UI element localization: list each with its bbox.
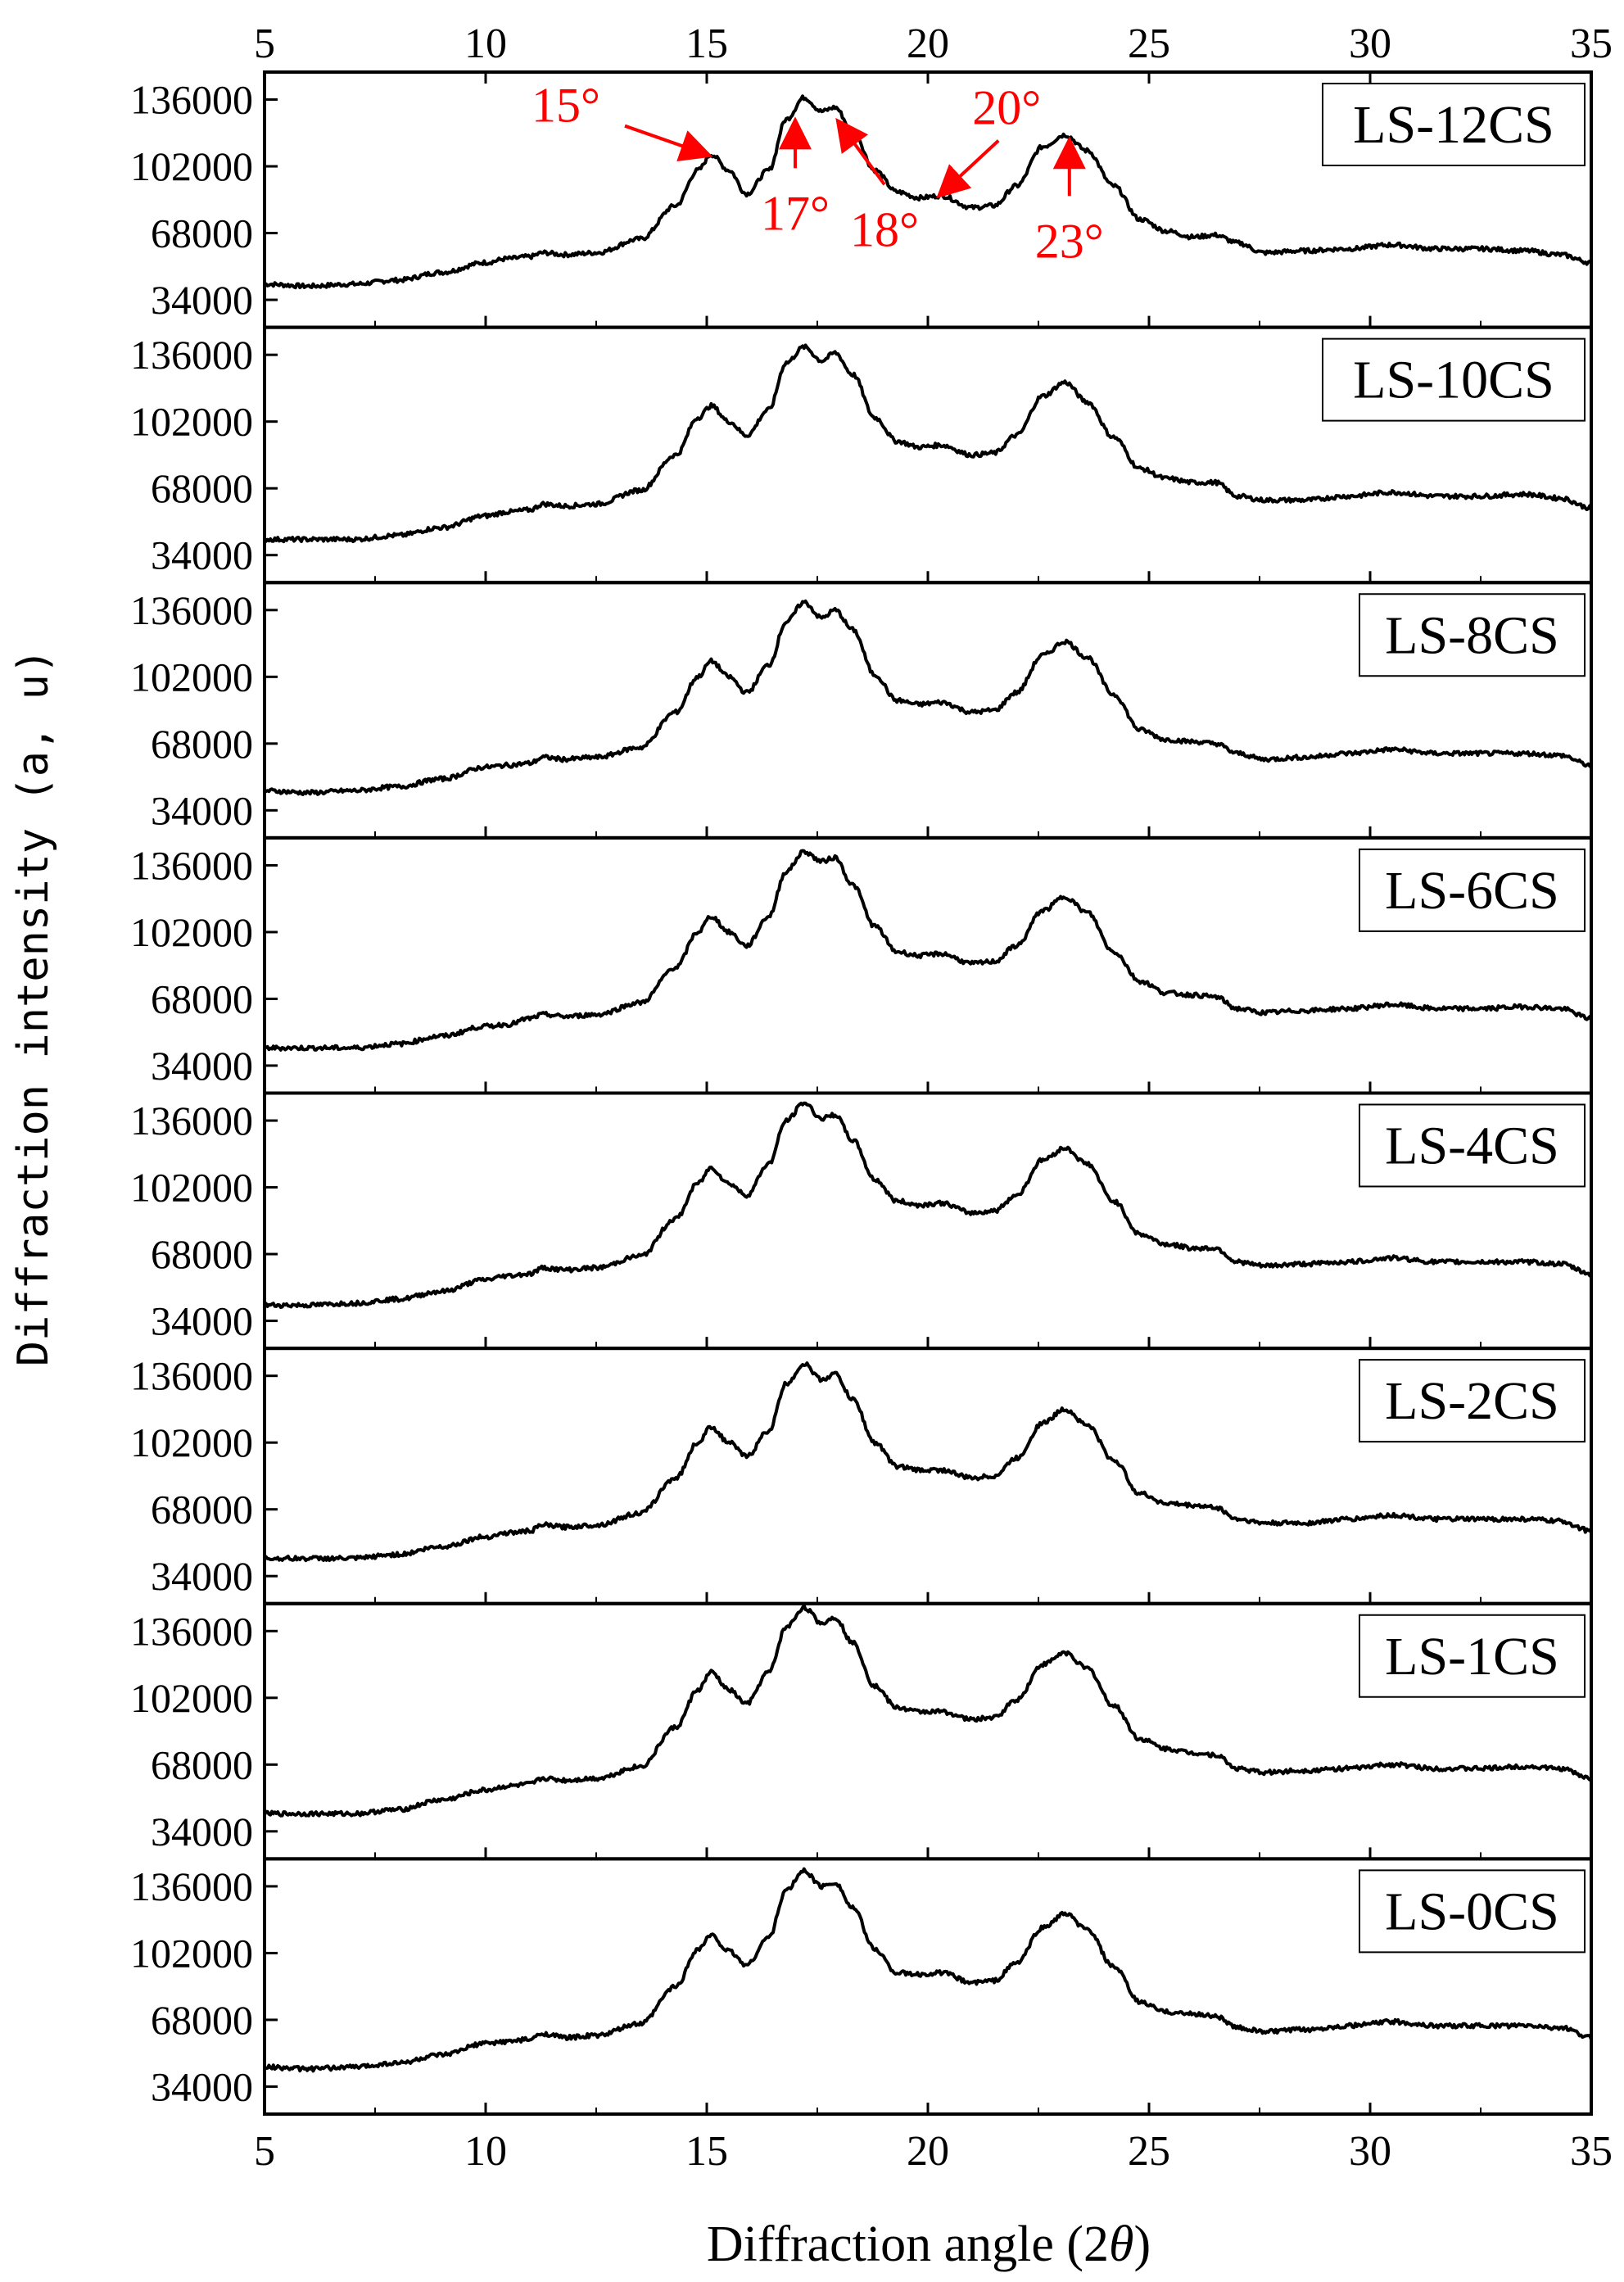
x-axis-label: Diffraction angle (2θ) bbox=[707, 2216, 1151, 2272]
legend-box bbox=[1359, 1103, 1586, 1188]
y-tick-label: 136000 bbox=[130, 1608, 253, 1654]
series-line-ls-2cs bbox=[263, 1361, 1593, 1563]
x-top-tick-label: 5 bbox=[254, 20, 275, 67]
y-tick-label: 68000 bbox=[151, 1997, 253, 2043]
y-tick-label: 136000 bbox=[130, 332, 253, 378]
legend-box bbox=[1322, 83, 1586, 166]
x-axis-label-prefix: Diffraction angle (2 bbox=[707, 2216, 1109, 2272]
axes-layer: 5 5 10 10 15 15 20 20 25 25 30 30 35 35 bbox=[254, 20, 1613, 2175]
y-tick-label: 136000 bbox=[130, 842, 253, 888]
y-tick-label: 34000 bbox=[151, 277, 253, 323]
legend-label: LS-10CS bbox=[1353, 351, 1554, 410]
panel-ls-6cs: 34000 68000 102000 136000 LS-6CS bbox=[130, 835, 1593, 1095]
series-line-ls-12cs bbox=[264, 94, 1592, 290]
x-top-tick-label: 25 bbox=[1128, 20, 1170, 67]
y-tick-label: 68000 bbox=[151, 976, 253, 1021]
x-top-tick-label: 30 bbox=[1349, 20, 1391, 67]
annotation-label: 20° bbox=[972, 81, 1041, 135]
x-top-tick-label: 20 bbox=[907, 20, 949, 67]
panel-ls-4cs: 34000 68000 102000 136000 LS-4CS bbox=[130, 1091, 1593, 1351]
x-bottom-tick-label: 35 bbox=[1570, 2128, 1613, 2175]
panel-ls-2cs: 34000 68000 102000 136000 LS-2CS bbox=[130, 1347, 1593, 1605]
x-top-tick-label: 35 bbox=[1570, 20, 1613, 67]
legend-label: LS-12CS bbox=[1353, 95, 1554, 155]
legend-box bbox=[1359, 1614, 1586, 1698]
x-axis-label-suffix: ) bbox=[1134, 2216, 1151, 2272]
x-bottom-tick-label: 25 bbox=[1128, 2128, 1170, 2175]
y-tick-label: 68000 bbox=[151, 1741, 253, 1787]
y-tick-label: 68000 bbox=[151, 1487, 253, 1533]
annotation-label: 15° bbox=[532, 79, 600, 133]
legend-box bbox=[1359, 1359, 1586, 1443]
y-tick-label: 102000 bbox=[130, 1675, 253, 1721]
y-tick-label: 136000 bbox=[130, 77, 253, 123]
y-tick-label: 34000 bbox=[151, 532, 253, 578]
annotation-arrow bbox=[835, 117, 886, 186]
y-tick-label: 34000 bbox=[151, 1298, 253, 1344]
panel-ls-1cs: 34000 68000 102000 136000 LS-1CS bbox=[130, 1601, 1593, 1861]
y-tick-label: 34000 bbox=[151, 2063, 253, 2109]
y-tick-label: 136000 bbox=[130, 587, 253, 633]
legend-box bbox=[1359, 1869, 1586, 1954]
x-axis-label-symbol: θ bbox=[1109, 2216, 1133, 2272]
annotation-label: 18° bbox=[850, 202, 919, 256]
legend-label: LS-0CS bbox=[1385, 1881, 1559, 1941]
series-line-ls-6cs bbox=[263, 849, 1593, 1052]
y-tick-label: 102000 bbox=[130, 654, 253, 700]
annotation-label: 23° bbox=[1035, 214, 1104, 268]
y-tick-label: 102000 bbox=[130, 1930, 253, 1976]
x-top-tick-label: 15 bbox=[685, 20, 728, 67]
legend-box bbox=[1322, 337, 1586, 422]
annotation-arrow bbox=[936, 139, 1000, 199]
x-bottom-tick-label: 15 bbox=[685, 2128, 728, 2175]
annotations-layer: 15° 17° 18° 20° 23° bbox=[532, 79, 1104, 269]
legend-box bbox=[1359, 848, 1586, 932]
y-tick-label: 102000 bbox=[130, 909, 253, 955]
panels-layer: 34000 68000 102000 136000 LS-12CS 34000 68000 1… bbox=[130, 70, 1593, 2116]
x-bottom-tick-label: 30 bbox=[1349, 2128, 1391, 2175]
legend-label: LS-4CS bbox=[1385, 1116, 1559, 1176]
panel-ls-8cs: 34000 68000 102000 136000 LS-8CS bbox=[130, 581, 1593, 840]
y-tick-label: 136000 bbox=[130, 1098, 253, 1143]
y-tick-label: 136000 bbox=[130, 1863, 253, 1909]
y-tick-label: 34000 bbox=[151, 1553, 253, 1599]
y-tick-label: 68000 bbox=[151, 211, 253, 256]
x-top-tick-label: 10 bbox=[464, 20, 507, 67]
y-tick-label: 136000 bbox=[130, 1353, 253, 1399]
y-tick-label: 34000 bbox=[151, 1043, 253, 1089]
legend-box bbox=[1359, 593, 1586, 677]
series-line-ls-4cs bbox=[263, 1101, 1593, 1309]
annotation-label: 17° bbox=[761, 186, 830, 240]
x-bottom-tick-label: 20 bbox=[907, 2128, 949, 2175]
y-tick-label: 102000 bbox=[130, 143, 253, 189]
panel-ls-10cs: 34000 68000 102000 136000 LS-10CS bbox=[130, 325, 1593, 585]
series-line-ls-8cs bbox=[263, 599, 1593, 796]
y-tick-label: 102000 bbox=[130, 399, 253, 445]
y-tick-label: 68000 bbox=[151, 1231, 253, 1277]
y-axis-label: Diffraction intensity (a, u) bbox=[9, 649, 58, 1367]
legend-label: LS-2CS bbox=[1385, 1371, 1559, 1431]
series-line-ls-1cs bbox=[263, 1604, 1592, 1818]
series-line-ls-0cs bbox=[264, 1867, 1593, 2073]
panel-ls-12cs: 34000 68000 102000 136000 LS-12CS bbox=[130, 70, 1593, 329]
y-tick-label: 34000 bbox=[151, 1809, 253, 1854]
x-bottom-tick-label: 5 bbox=[254, 2128, 275, 2175]
panel-ls-0cs: 34000 68000 102000 136000 LS-0CS bbox=[130, 1857, 1593, 2116]
y-tick-label: 68000 bbox=[151, 721, 253, 767]
x-bottom-tick-label: 10 bbox=[464, 2128, 507, 2175]
y-tick-label: 102000 bbox=[130, 1419, 253, 1465]
y-tick-label: 68000 bbox=[151, 465, 253, 511]
series-line-ls-10cs bbox=[263, 343, 1593, 544]
annotation-arrow bbox=[624, 124, 713, 161]
y-tick-label: 102000 bbox=[130, 1165, 253, 1211]
legend-label: LS-6CS bbox=[1385, 861, 1559, 921]
legend-label: LS-8CS bbox=[1385, 605, 1559, 665]
y-tick-label: 34000 bbox=[151, 787, 253, 833]
legend-label: LS-1CS bbox=[1385, 1627, 1559, 1687]
